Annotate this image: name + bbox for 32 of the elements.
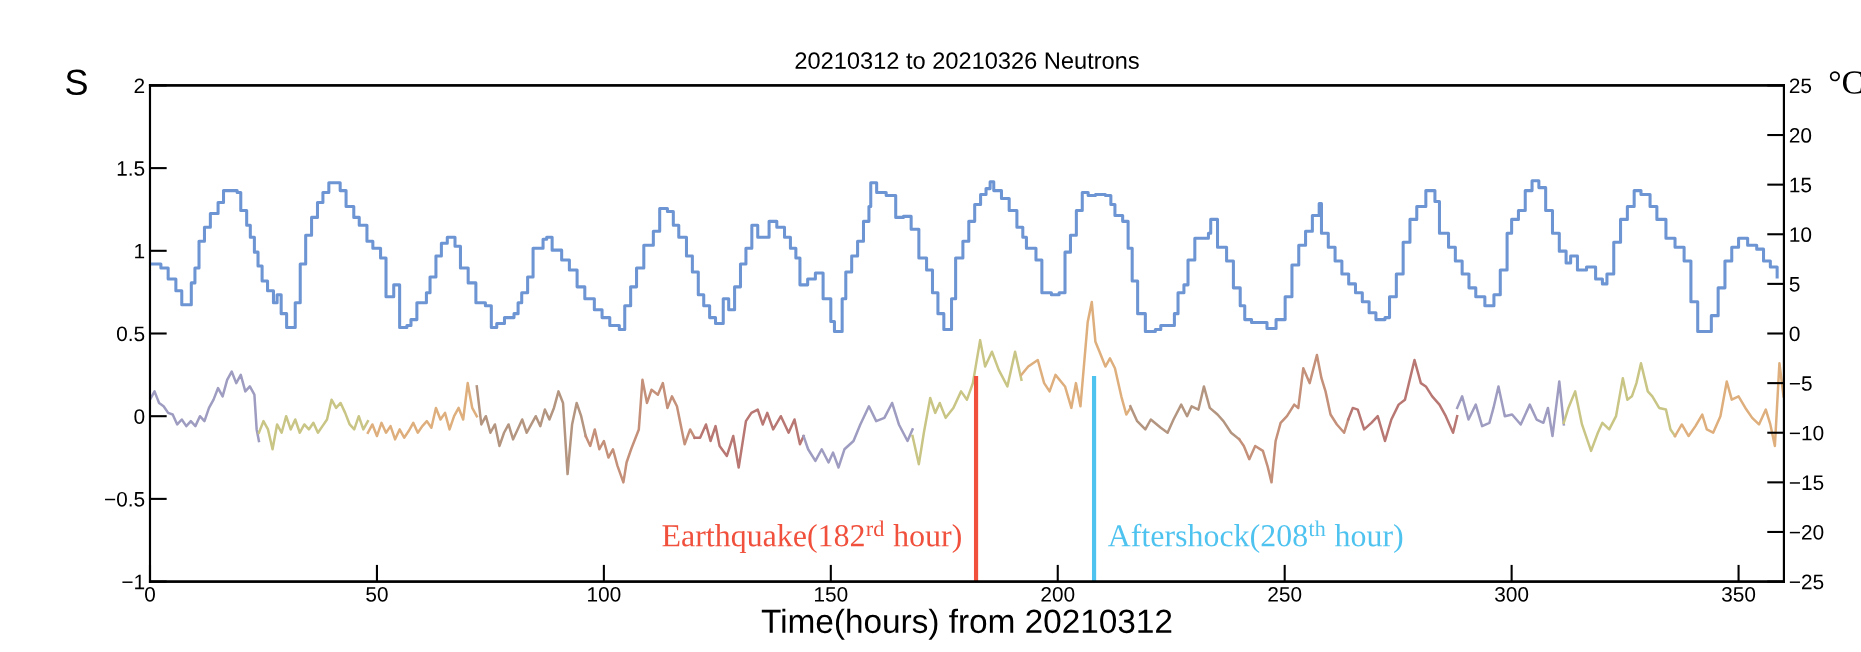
y2-tick-label: 15 [1790, 177, 1812, 193]
y2-tick-label: 20 [1789, 128, 1812, 143]
y2-tick-label: −25 [1789, 574, 1824, 590]
y2-tick-label: −20 [1789, 524, 1824, 540]
y-tick-label: 2 [134, 78, 145, 93]
y2-tick-label: 25 [1789, 78, 1812, 94]
y2-tick-label: 0 [1789, 326, 1800, 342]
x-tick-label: 100 [588, 587, 621, 602]
y2-tick-label: −5 [1789, 376, 1812, 391]
y2-tick-label: 10 [1790, 227, 1812, 243]
y-tick-label: −1 [122, 574, 145, 590]
y2-tick-label: −15 [1789, 475, 1824, 491]
x-axis-title: Time(hours) from 20210312 [761, 608, 1172, 640]
x-tick-label: 300 [1495, 587, 1529, 602]
x-tick-label: 150 [815, 587, 848, 602]
x-tick-label: 50 [366, 587, 388, 602]
y2-axis-title: °C [1829, 71, 1861, 94]
y2-tick-label: 5 [1789, 277, 1800, 292]
y2-tick-label: −10 [1789, 425, 1824, 441]
y-tick-label: −0.5 [105, 491, 145, 507]
ref-line-label: Earthquake(182$^{rd}$ hour) [662, 520, 961, 554]
chart-title: 20210312 to 20210326 Neutrons [795, 52, 1139, 69]
y-tick-label: 1.5 [117, 161, 145, 176]
y-tick-label: 1 [135, 244, 145, 259]
y-axis-title: S [66, 69, 87, 96]
x-tick-label: 0 [145, 587, 155, 602]
ref-line-label: Aftershock(208$^{th}$ hour) [1107, 520, 1403, 554]
x-tick-label: 350 [1721, 587, 1756, 602]
x-tick-label: 200 [1041, 587, 1075, 602]
y-tick-label: 0.5 [116, 326, 145, 342]
x-tick-label: 250 [1268, 587, 1302, 602]
y-tick-label: 0 [134, 409, 145, 424]
